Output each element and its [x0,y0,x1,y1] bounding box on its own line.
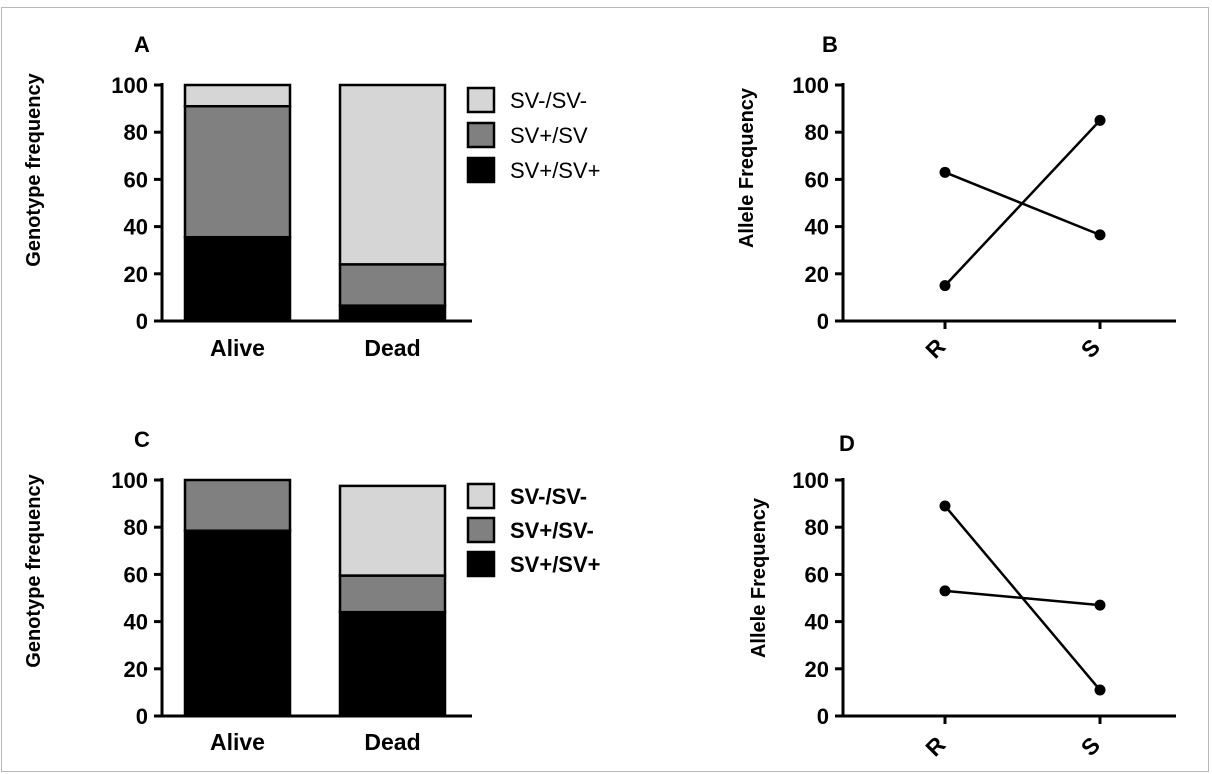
bar-segment-alive-1 [183,104,292,239]
y-tick-label: 100 [792,73,829,98]
y-axis-title: Allele Frequency [736,87,758,248]
legend: SV-/SV- SV+/SV- SV+/SV+ [466,482,601,578]
data-point [1094,229,1106,241]
legend-label: SV-/SV- [510,484,587,509]
y-tick-label: 40 [805,215,829,240]
y-tick-label: 80 [805,120,829,145]
bar-segment-dead-1 [338,574,447,614]
bar-segment-alive-0 [183,529,292,718]
data-point [1094,684,1106,696]
bar-segment-dead-2 [338,83,447,266]
y-axis-title: Genotype frequency [23,473,45,667]
legend-label: SV+/SV- [510,518,594,543]
y-tick-label: 40 [124,610,148,635]
x-category-label: R [920,333,950,363]
x-category-label: S [1076,334,1105,363]
bar-segment-alive-0 [183,235,292,323]
data-point [939,500,951,512]
x-category-label: Alive [210,335,265,361]
data-point [939,280,951,292]
y-tick-label: 40 [124,215,148,240]
panel-letter: C [134,427,150,452]
series-line-1 [944,505,1101,691]
bar-segment-alive-2 [183,83,292,108]
panel-letter: D [839,431,855,456]
y-tick-label: 20 [805,657,829,682]
panel-a: A 0 20 40 60 80 100 Genotype frequency Alive Dead… [23,32,601,361]
legend-swatch [466,550,496,578]
y-tick-label: 80 [124,515,148,540]
legend-label: SV+/SV+ [510,158,601,183]
legend-label: SV-/SV- [510,88,587,113]
y-tick-label: 100 [111,468,148,493]
y-tick-label: 20 [124,262,148,287]
bar-segment-dead-1 [338,263,447,307]
y-tick-label: 20 [124,657,148,682]
bar-segment-dead-0 [338,610,447,718]
x-category-label: R [920,731,950,761]
panel-letter: B [822,32,838,57]
x-category-label: Alive [210,729,265,755]
legend-label: SV+/SV [510,123,588,148]
y-tick-label: 0 [817,704,829,729]
legend-swatch [466,482,496,510]
legend-swatch [466,86,496,114]
x-category-label: Dead [364,729,420,755]
y-tick-label: 60 [124,167,148,192]
y-tick-label: 40 [805,610,829,635]
x-category-label: Dead [364,335,420,361]
y-tick-label: 100 [792,468,829,493]
figure-frame [1,7,1209,772]
y-tick-label: 0 [817,309,829,334]
bar-segment-dead-0 [338,304,447,323]
y-tick-label: 60 [124,562,148,587]
legend-swatch [466,156,496,184]
y-tick-label: 80 [124,120,148,145]
series-line-1 [944,119,1101,287]
y-tick-label: 0 [136,704,148,729]
panel-letter: A [134,32,150,57]
y-axis-title: Genotype frequency [23,72,45,266]
y-tick-label: 60 [805,167,829,192]
legend-swatch [466,516,496,544]
y-tick-label: 20 [805,262,829,287]
legend-label: SV+/SV+ [510,552,601,577]
bar-segment-alive-1 [183,478,292,532]
y-tick-label: 60 [805,562,829,587]
legend: SV-/SV- SV+/SV SV+/SV+ [466,86,601,184]
legend-swatch [466,121,496,149]
data-point [939,585,951,597]
data-point [939,166,951,178]
y-tick-label: 100 [111,73,148,98]
y-tick-label: 80 [805,515,829,540]
panel-b: B 0 20 40 60 80 100 Allele Frequency R S [736,32,1176,363]
y-axis-title: Allele Frequency [748,497,770,658]
data-point [1094,114,1106,126]
data-point [1094,599,1106,611]
panel-c: C 0 20 40 60 80 100 Genotype frequency Alive Dead… [23,427,601,755]
y-tick-label: 0 [136,309,148,334]
panel-d: D 0 20 40 60 80 100 Allele Frequency R S [748,431,1176,761]
x-category-label: S [1076,732,1105,761]
bar-segment-dead-2 [338,484,447,577]
